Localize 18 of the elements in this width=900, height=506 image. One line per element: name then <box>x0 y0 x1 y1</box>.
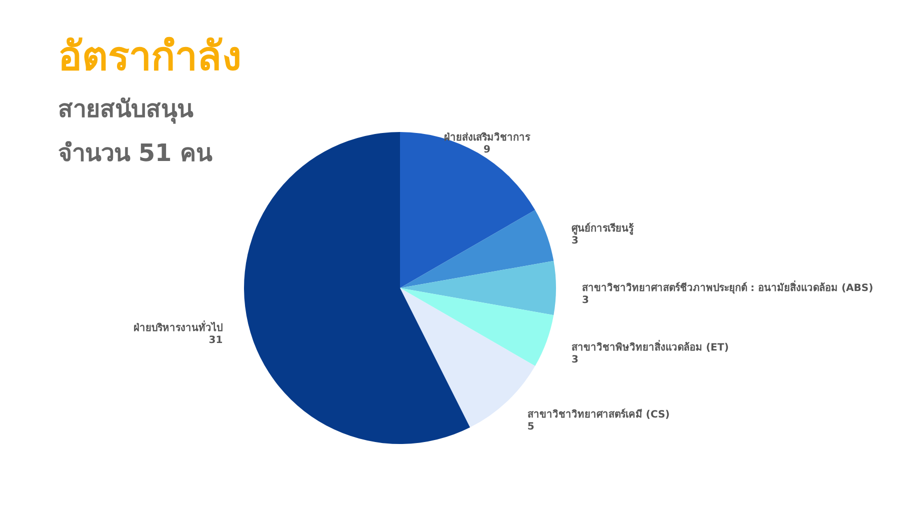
data-label: 31 <box>208 335 223 346</box>
slice-label: สาขาวิชาพิษวิทยาสิ่งแวดล้อม (ET) <box>572 340 729 354</box>
pie-slice <box>400 210 554 288</box>
chart-subtitle: สายสนับสนุน จำนวน 51 คน <box>58 95 214 167</box>
data-label: 5 <box>527 422 534 433</box>
pie-slice <box>400 288 554 366</box>
slice-label: สาขาวิชาวิทยาศาสตร์ชีวภาพประยุกต์ : อนามัยสิ่งแวดล้อม (ABS) <box>582 280 874 294</box>
pie-slice <box>400 132 536 288</box>
data-label: 9 <box>484 144 491 156</box>
slice-label: ศูนย์การเรียนรู้ <box>572 222 635 236</box>
slice-label: สาขาวิชาวิทยาศาสตร์เคมี (CS) <box>527 408 670 421</box>
slice-label: ฝ่ายบริหารงานทั่วไป <box>134 320 223 334</box>
chart-title: อัตรากำลัง <box>58 34 242 80</box>
data-label: 3 <box>572 354 579 366</box>
data-label: 3 <box>572 235 579 246</box>
pie-slice <box>400 260 556 316</box>
data-label: 3 <box>582 295 589 306</box>
slice-label: ฝ่ายส่งเสริมวิชาการ <box>444 131 531 144</box>
